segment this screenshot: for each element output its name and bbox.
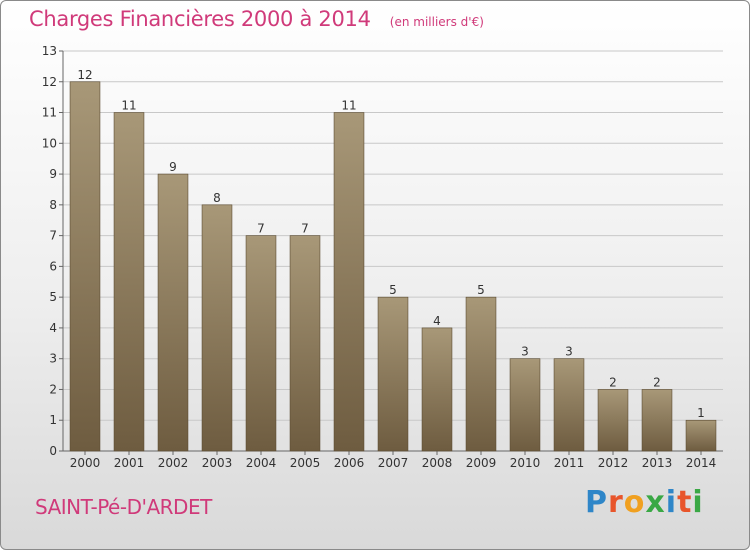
y-tick-label: 12 — [42, 75, 57, 89]
bar-2011 — [553, 358, 585, 452]
data-label: 1 — [697, 406, 705, 420]
bar-2001 — [113, 112, 145, 452]
data-label: 3 — [521, 345, 529, 359]
proxiti-logo: Proxiti — [585, 485, 704, 520]
bar-2003 — [201, 204, 233, 452]
x-tick-label: 2008 — [422, 456, 453, 470]
data-label: 5 — [477, 283, 485, 297]
x-tick-label: 2014 — [686, 456, 717, 470]
data-label: 8 — [213, 191, 221, 205]
y-tick-label: 5 — [49, 290, 57, 304]
y-tick-label: 4 — [49, 321, 57, 335]
y-tick-label: 7 — [49, 229, 57, 243]
commune-name: SAINT-Pé-D'ARDET — [35, 495, 212, 519]
y-tick-label: 9 — [49, 167, 57, 181]
bar-2012 — [597, 389, 629, 452]
bar-2000 — [69, 81, 101, 452]
x-tick-label: 2006 — [334, 456, 365, 470]
y-tick-label: 6 — [49, 259, 57, 273]
data-label: 2 — [653, 375, 661, 389]
x-tick-label: 2002 — [158, 456, 189, 470]
y-tick-label: 10 — [42, 136, 57, 150]
y-tick-label: 8 — [49, 198, 57, 212]
bar-2014 — [685, 419, 717, 452]
bar-2002 — [157, 173, 189, 452]
x-tick-label: 2009 — [466, 456, 497, 470]
brand-letter: P — [585, 485, 608, 520]
brand-letter: t — [677, 485, 693, 520]
bar-2005 — [289, 235, 321, 452]
x-tick-label: 2005 — [290, 456, 321, 470]
y-tick-label: 2 — [49, 382, 57, 396]
data-label: 3 — [565, 345, 573, 359]
bar-2006 — [333, 112, 365, 452]
brand-letter: x — [645, 485, 666, 520]
y-tick-label: 1 — [49, 413, 57, 427]
chart-title: Charges Financières 2000 à 2014 — [29, 7, 371, 31]
data-labels: 12 11 9 8 7 7 11 5 4 5 3 3 2 2 1 — [77, 68, 704, 420]
x-tick-label: 2010 — [510, 456, 541, 470]
x-tick-label: 2013 — [642, 456, 673, 470]
chart-subtitle: (en milliers d'€) — [389, 15, 484, 29]
bar-2008 — [421, 327, 453, 452]
data-label: 11 — [341, 99, 356, 113]
x-tick-label: 2007 — [378, 456, 409, 470]
x-tick-label: 2011 — [554, 456, 585, 470]
y-tick-label: 11 — [42, 106, 57, 120]
chart-header: Charges Financières 2000 à 2014 (en mill… — [29, 7, 484, 31]
brand-letter: i — [665, 485, 678, 520]
data-label: 2 — [609, 375, 617, 389]
data-label: 7 — [257, 222, 265, 236]
data-label: 11 — [121, 99, 136, 113]
data-label: 7 — [301, 222, 309, 236]
y-tick-label: 0 — [49, 444, 57, 458]
x-tick-label: 2012 — [598, 456, 629, 470]
y-tick-label: 3 — [49, 352, 57, 366]
brand-letter: r — [608, 485, 624, 520]
bar-2013 — [641, 389, 673, 452]
data-label: 5 — [389, 283, 397, 297]
x-tick-label: 2004 — [246, 456, 277, 470]
y-tick-label: 13 — [42, 44, 57, 58]
x-tick-label: 2001 — [114, 456, 145, 470]
brand-letter: o — [623, 485, 646, 520]
data-label: 12 — [77, 68, 92, 82]
bar-2009 — [465, 296, 497, 452]
bar-2004 — [245, 235, 277, 452]
bars — [69, 81, 717, 452]
x-tick-label: 2000 — [70, 456, 101, 470]
bar-2010 — [509, 358, 541, 452]
x-tick-label: 2003 — [202, 456, 233, 470]
data-label: 9 — [169, 160, 177, 174]
data-label: 4 — [433, 314, 441, 328]
brand-letter: i — [692, 485, 704, 520]
bar-2007 — [377, 296, 409, 452]
